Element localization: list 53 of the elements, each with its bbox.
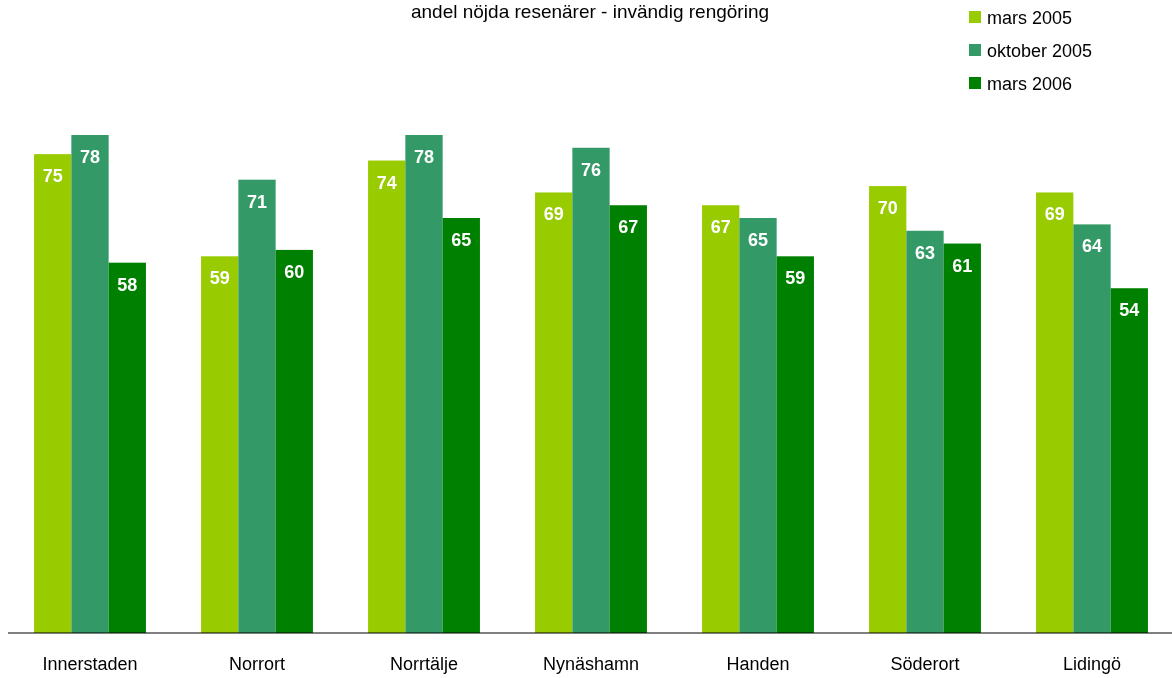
- legend-label: oktober 2005: [987, 41, 1093, 61]
- x-tick-label: Innerstaden: [42, 654, 138, 674]
- bar: [405, 135, 443, 633]
- bar: [442, 218, 480, 633]
- bar: [609, 205, 647, 633]
- x-tick-label: Lidingö: [1062, 654, 1122, 674]
- bar: [368, 160, 406, 633]
- data-label: 65: [747, 230, 769, 250]
- data-label: 78: [79, 147, 101, 167]
- data-label: 67: [618, 217, 639, 238]
- data-label: 69: [543, 204, 564, 225]
- bar: [201, 256, 239, 633]
- data-label: 78: [413, 147, 435, 167]
- data-label: 58: [117, 274, 138, 295]
- data-label: 65: [451, 230, 472, 250]
- data-label: 61: [952, 255, 973, 276]
- bar: [943, 243, 981, 633]
- x-tick-label: Norrort: [228, 654, 286, 674]
- data-label: 74: [376, 172, 397, 193]
- data-label: 60: [284, 261, 305, 282]
- data-label: 69: [1044, 204, 1065, 225]
- legend-label: mars 2006: [987, 74, 1073, 94]
- bar: [71, 135, 109, 633]
- data-label: 67: [710, 217, 731, 238]
- bar: [1110, 288, 1148, 633]
- data-label: 63: [914, 242, 936, 263]
- bar: [535, 192, 573, 633]
- bar: [34, 154, 72, 633]
- x-tick-label: Söderort: [890, 654, 960, 674]
- x-tick-label: Handen: [726, 654, 790, 674]
- legend-label: mars 2005: [987, 8, 1073, 28]
- bar: [906, 230, 944, 633]
- bar: [238, 179, 276, 633]
- x-tick-label: Nynäshamn: [542, 654, 640, 674]
- bar: [739, 218, 777, 633]
- x-tick-label: Norrtälje: [389, 654, 459, 674]
- data-label: 75: [42, 166, 63, 187]
- chart-title: andel nöjda resenärer - invändig rengöring: [410, 1, 770, 22]
- data-label: 76: [580, 159, 602, 180]
- bar: [275, 249, 313, 633]
- data-label: 71: [246, 191, 268, 212]
- bar: [1036, 192, 1074, 633]
- data-label: 59: [785, 268, 806, 289]
- data-label: 54: [1119, 300, 1140, 321]
- bar: [702, 205, 740, 633]
- bar: [1073, 224, 1111, 633]
- bar: [869, 186, 907, 633]
- bar: [572, 147, 610, 633]
- data-label: 59: [209, 268, 230, 289]
- bar: [776, 256, 814, 633]
- data-label: 70: [877, 198, 898, 219]
- data-label: 64: [1081, 236, 1103, 257]
- bar: [108, 262, 146, 633]
